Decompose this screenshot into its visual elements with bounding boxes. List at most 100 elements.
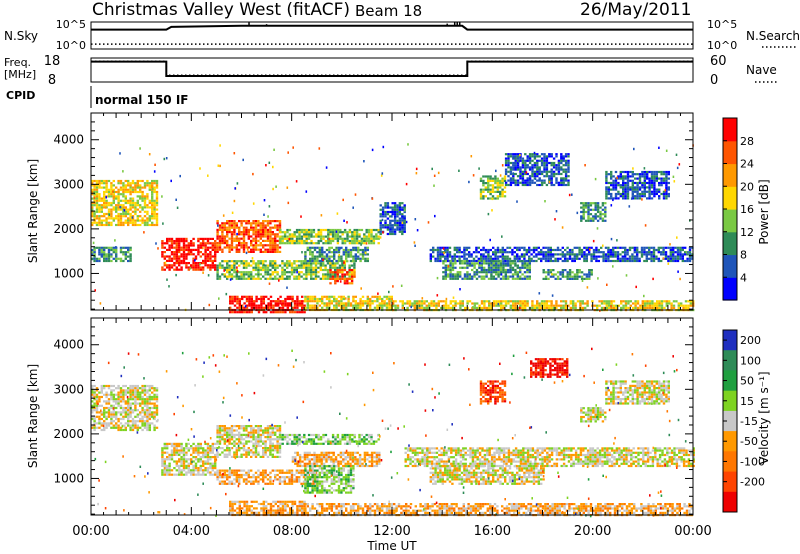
heatmap-cell [484,195,487,198]
heatmap-cell [257,275,260,278]
heatmap-cell [168,266,171,269]
heatmap-cell [560,168,563,171]
heatmap-cell [233,220,236,223]
heatmap-cell [596,210,600,214]
heatmap-cell [348,228,352,232]
heatmap-cell [303,231,306,234]
heatmap-cell [107,217,111,220]
heatmap-cell [624,190,627,193]
heatmap-cell [526,266,529,269]
heatmap-cell [293,239,296,243]
heatmap-cell [250,226,253,229]
heatmap-cell [110,208,113,211]
heatmap-cell [379,232,382,236]
heatmap-cell [305,262,308,265]
heatmap-cell [561,255,564,258]
heatmap-cell [216,264,219,267]
heatmap-cell [178,237,181,240]
heatmap-cell [252,231,255,234]
heatmap-cell [148,223,151,227]
heatmap-cell [432,248,435,252]
heatmap-cell [105,217,108,220]
heatmap-cell [341,242,344,245]
heatmap-cell [634,197,637,200]
heatmap-cell [243,311,246,314]
heatmap-cell [532,246,536,249]
heatmap-cell [490,277,493,280]
heatmap-cell [471,277,474,280]
heatmap-cell [408,302,412,305]
heatmap-cell [110,204,113,207]
heatmap-cell [540,179,544,182]
heatmap-cell [523,260,527,263]
heatmap-cell [351,237,354,240]
heatmap-cell [653,302,656,305]
heatmap-cell [634,186,637,189]
heatmap-cell [350,280,354,283]
heatmap-cell [604,259,608,263]
heatmap-cell [204,246,207,249]
heatmap-cell [334,280,337,283]
heatmap-cell [396,210,399,214]
heatmap-speckle [443,251,445,255]
heatmap-cell [359,306,362,309]
heatmap-cell [254,242,258,245]
heatmap-cell [218,235,222,238]
heatmap-cell [307,242,311,245]
heatmap-speckle [233,199,236,203]
heatmap-cell [559,273,562,276]
heatmap-cell [365,231,368,234]
heatmap-cell [504,275,507,278]
heatmap-cell [504,251,507,254]
heatmap-cell [223,235,226,238]
heatmap-cell [364,246,367,249]
heatmap-cell [286,302,289,305]
heatmap-cell [300,237,304,240]
heatmap-cell [497,300,500,303]
heatmap-cell [122,182,125,185]
heatmap-cell [117,219,120,222]
heatmap-cell [241,311,244,314]
heatmap-cell [390,295,393,298]
heatmap-cell [667,246,670,249]
heatmap-cell [631,192,634,196]
heatmap-cell [245,304,249,307]
heatmap-cell [259,250,262,253]
heatmap-cell [124,246,127,249]
heatmap-cell [648,177,651,180]
heatmap-cell [309,297,312,301]
heatmap-cell [136,208,139,211]
heatmap-cell [305,266,308,269]
heatmap-cell [131,221,135,224]
heatmap-speckle [596,227,599,230]
heatmap-cell [257,231,260,234]
heatmap-cell [229,297,232,301]
heatmap-cell [398,206,402,209]
beam-label: Beam 18 [355,2,422,20]
heatmap-cell [298,237,301,240]
heatmap-cell [352,246,355,249]
heatmap-cell [187,246,190,249]
heatmap-cell [571,248,574,252]
heatmap-cell [463,246,466,249]
heatmap-cell [321,297,324,301]
heatmap-cell [561,251,564,254]
heatmap-cell [242,246,246,249]
heatmap-cell [451,266,455,269]
heatmap-cell [267,306,270,309]
heatmap-cell [418,302,421,305]
heatmap-cell [650,259,653,263]
heatmap-cell [521,306,524,309]
heatmap-cell [242,275,246,278]
heatmap-cell [337,304,341,307]
heatmap-cell [324,273,327,276]
heatmap-cell [492,264,495,267]
heatmap-cell [506,257,509,260]
heatmap-cell [650,255,653,258]
heatmap-cell [161,242,164,245]
heatmap-cell [378,302,381,305]
heatmap-cell [139,223,142,227]
heatmap-cell [633,248,636,252]
heatmap-speckle [676,236,678,239]
heatmap-cell [100,411,103,414]
